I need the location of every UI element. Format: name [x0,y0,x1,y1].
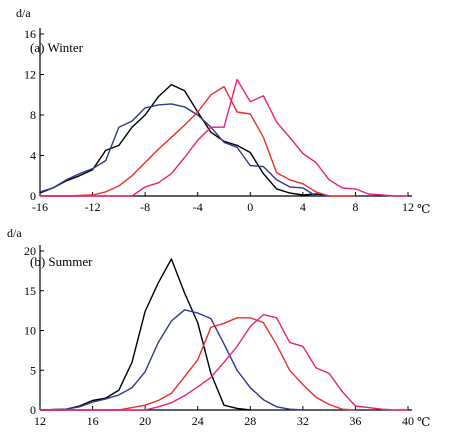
summer-series-line-1 [39,258,251,411]
winter-tick-layer: -16 -12 -8 -4 0 4 8 12 0 4 8 12 16 [24,27,414,214]
winter-y-tick-label: 16 [24,27,36,41]
summer-series-line-3 [40,317,356,411]
winter-series-line-4 [40,78,408,197]
winter-x-tick-label: -4 [193,200,203,214]
summer-chart-panel: d/a (b) Summer ℃ 12 16 20 24 28 32 36 40 0 5 10 15 2… [7,226,430,429]
summer-x-tick-label: 32 [297,414,309,428]
summer-series-layer [39,258,408,411]
summer-series-line-2 [39,309,303,411]
winter-y-tick-label: 0 [30,189,36,203]
summer-x-tick-label: 12 [34,414,46,428]
summer-x-tick-label: 36 [349,414,361,428]
winter-x-tick-label: 0 [247,200,253,214]
summer-x-unit-label: ℃ [417,415,430,429]
winter-chart-panel: d/a (a) Winter ℃ -16 -12 -8 -4 0 4 8 12 0 4 8 12 16 [16,6,430,216]
winter-series-line-1 [39,83,330,197]
winter-x-tick-label: 8 [352,200,358,214]
summer-series-line-4 [40,313,408,411]
summer-y-tick-label: 20 [24,244,36,258]
summer-chart-title: (b) Summer [30,254,93,269]
summer-x-tick-label: 24 [192,414,204,428]
summer-x-tick-label: 40 [402,414,414,428]
winter-x-unit-label: ℃ [417,202,430,216]
summer-y-axis-label: d/a [7,226,22,240]
summer-y-tick-label: 0 [30,403,36,417]
winter-y-tick-label: 4 [30,149,36,163]
summer-y-tick-label: 15 [24,284,36,298]
summer-y-tick-label: 5 [30,363,36,377]
winter-x-tick-label: 4 [300,200,306,214]
winter-y-axis-label: d/a [16,6,31,20]
winter-series-layer [39,78,408,197]
summer-y-tick-label: 10 [24,324,36,338]
winter-x-tick-label: 12 [402,200,414,214]
winter-chart-title: (a) Winter [30,40,84,55]
winter-series-line-2 [39,103,330,197]
winter-series-line-3 [40,85,356,197]
summer-x-tick-label: 16 [87,414,99,428]
winter-y-tick-label: 12 [24,68,36,82]
winter-x-tick-label: -16 [32,200,48,214]
winter-x-tick-label: -8 [140,200,150,214]
winter-x-tick-label: -12 [85,200,101,214]
winter-y-tick-label: 8 [30,108,36,122]
summer-x-tick-label: 20 [139,414,151,428]
summer-x-tick-label: 28 [244,414,256,428]
summer-tick-layer: 12 16 20 24 28 32 36 40 0 5 10 15 20 [24,244,414,428]
